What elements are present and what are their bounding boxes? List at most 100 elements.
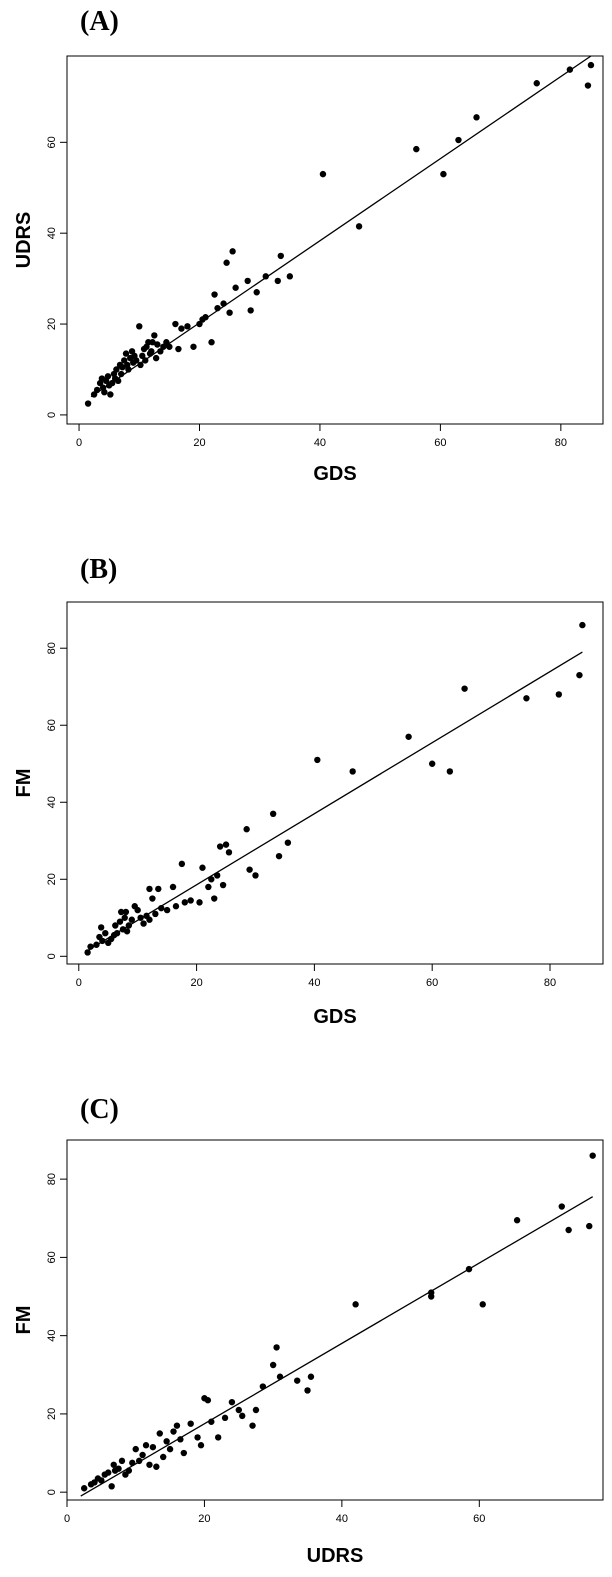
x-axis-title: UDRS (307, 1545, 364, 1567)
data-point (154, 341, 161, 348)
scatter-chart-b: 0 20 40 60 80 0 20 40 60 80 GDS FM (13, 601, 604, 1028)
data-point (221, 1414, 229, 1422)
data-point (413, 145, 420, 153)
data-point (199, 864, 206, 871)
y-tick-label: 0 (46, 412, 58, 418)
y-tick-label: 40 (46, 1330, 58, 1342)
data-point (181, 899, 189, 906)
x-axis-title: GDS (313, 1006, 356, 1028)
data-point (274, 277, 281, 285)
data-point (558, 1203, 565, 1210)
data-point (139, 352, 146, 360)
data-point (216, 843, 224, 850)
regression-line (80, 1196, 594, 1497)
data-point (137, 914, 144, 921)
data-point (249, 1422, 256, 1429)
data-point (178, 325, 185, 332)
data-point (589, 1152, 596, 1159)
x-tick-label: 60 (473, 1513, 485, 1525)
data-point (190, 343, 197, 350)
data-point (275, 852, 283, 860)
data-point (149, 1443, 157, 1451)
data-point (243, 826, 250, 833)
data-point (146, 1461, 153, 1468)
y-tick-label: 80 (46, 642, 58, 654)
data-point (170, 1428, 177, 1435)
data-point (163, 906, 171, 914)
data-point (101, 388, 108, 396)
data-point (173, 1422, 181, 1429)
data-point (513, 1217, 521, 1224)
data-point (169, 883, 177, 891)
data-point (119, 364, 126, 371)
data-point (133, 357, 140, 364)
data-point (223, 259, 230, 266)
scatter-chart-a: 0 20 40 60 80 0 20 40 60 GDS UDRS (13, 55, 604, 485)
data-point (405, 733, 412, 740)
x-tick-label: 0 (76, 437, 82, 449)
data-point (566, 66, 574, 73)
data-point (128, 916, 135, 923)
data-point (229, 248, 236, 255)
panel-label-a: (A) (80, 6, 119, 37)
data-point (118, 1457, 126, 1465)
data-point (125, 366, 132, 373)
x-tick-label: 80 (544, 977, 556, 989)
data-point (319, 170, 327, 178)
data-point (108, 379, 116, 387)
data-point (108, 1483, 115, 1490)
data-point (107, 391, 114, 398)
y-tick-label: 20 (46, 1408, 58, 1420)
data-point (222, 841, 230, 848)
data-point (253, 289, 260, 296)
panel-label-c: (C) (80, 1094, 119, 1125)
data-point (115, 1465, 122, 1472)
data-point (205, 883, 212, 891)
data-point (440, 170, 447, 178)
data-point (152, 910, 159, 918)
y-tick-label: 40 (46, 796, 58, 808)
data-point (428, 760, 436, 767)
x-tick-label: 0 (64, 1513, 70, 1525)
data-point (244, 277, 251, 285)
data-point (122, 350, 130, 357)
x-axis-title: GDS (313, 463, 356, 485)
data-point (579, 621, 586, 629)
data-point (155, 885, 162, 893)
data-point (586, 1222, 593, 1230)
data-point (125, 922, 133, 929)
y-axis-title: FM (13, 1306, 35, 1335)
data-point (232, 284, 239, 291)
data-point (208, 339, 215, 346)
data-point (110, 1461, 117, 1468)
data-point (239, 1412, 246, 1420)
data-point (93, 386, 101, 394)
data-point (135, 1457, 143, 1465)
data-point (84, 400, 92, 407)
x-tick-label: 20 (198, 1513, 210, 1525)
y-tick-label: 60 (46, 719, 58, 731)
data-point (446, 768, 454, 775)
x-tick-label: 40 (336, 1513, 348, 1525)
data-point (349, 768, 356, 775)
data-point (262, 273, 269, 280)
data-point (158, 904, 165, 912)
data-point (113, 929, 121, 937)
data-point (139, 1451, 146, 1459)
data-point (157, 348, 164, 355)
data-point (178, 860, 186, 868)
data-point (184, 323, 191, 330)
data-point (134, 906, 141, 914)
x-tick-label: 60 (434, 437, 446, 449)
data-point (455, 136, 462, 144)
data-point (87, 943, 94, 950)
data-point (314, 756, 321, 764)
data-point (152, 354, 160, 362)
data-point (286, 273, 294, 280)
data-point (172, 903, 180, 910)
data-point (140, 920, 147, 927)
data-point (105, 1469, 112, 1476)
data-point (123, 928, 131, 935)
data-point (142, 357, 149, 364)
data-point (148, 348, 155, 355)
